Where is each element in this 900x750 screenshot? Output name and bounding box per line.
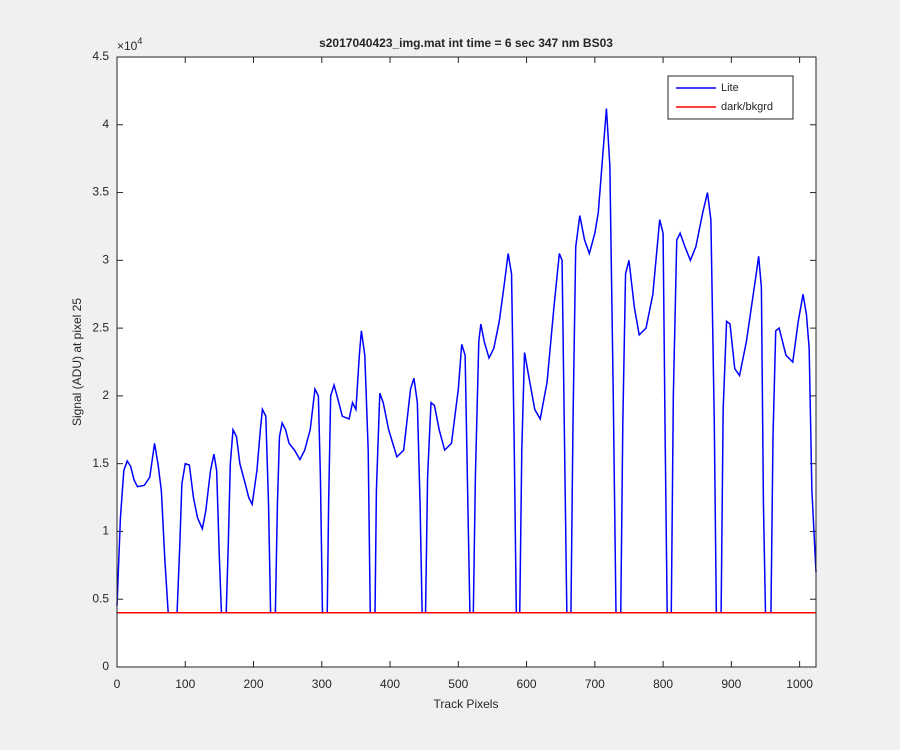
x-tick-label: 0 (114, 677, 121, 691)
legend-label: dark/bkgrd (721, 101, 773, 113)
y-tick-label: 4 (102, 117, 109, 131)
x-tick-label: 800 (653, 677, 673, 691)
legend-label: Lite (721, 82, 739, 94)
y-tick-label: 3 (102, 253, 109, 267)
x-tick-label: 100 (175, 677, 195, 691)
x-tick-label: 200 (244, 677, 264, 691)
y-tick-label: 0 (102, 659, 109, 673)
x-axis-label: Track Pixels (434, 697, 499, 711)
x-tick-label: 400 (380, 677, 400, 691)
y-multiplier-base: ×10 (117, 39, 138, 53)
axes-box (116, 56, 817, 668)
y-tick-label: 1 (102, 524, 109, 538)
x-tick-label: 500 (448, 677, 468, 691)
chart-title: s2017040423_img.mat int time = 6 sec 347… (319, 36, 613, 50)
y-axis-label: Signal (ADU) at pixel 25 (70, 298, 84, 426)
x-tick-label: 600 (517, 677, 537, 691)
x-tick-label: 300 (312, 677, 332, 691)
y-tick-label: 0.5 (92, 591, 109, 605)
legend-box (667, 75, 794, 120)
y-tick-label: 1.5 (92, 456, 109, 470)
x-tick-label: 700 (585, 677, 605, 691)
y-tick-label: 3.5 (92, 185, 109, 199)
x-tick-label: 900 (721, 677, 741, 691)
y-multiplier-power: 4 (137, 36, 142, 46)
plot-area (117, 57, 816, 667)
x-tick-label: 1000 (786, 677, 813, 691)
y-tick-label: 4.5 (92, 49, 109, 63)
y-tick-label: 2.5 (92, 320, 109, 334)
series-line (116, 108, 817, 614)
y-tick-label: 2 (102, 388, 109, 402)
y-multiplier: ×104 (117, 36, 142, 53)
